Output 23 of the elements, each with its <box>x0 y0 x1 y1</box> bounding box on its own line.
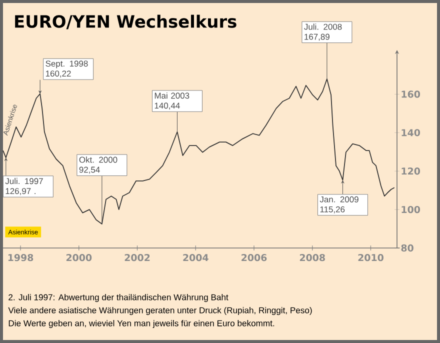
text: Viele andere asiatische Währungen geraten unter Druck (Rupiah, Ringgit, Peso) <box>8 307 312 315</box>
x-tick-label: 2006 <box>242 254 267 262</box>
annotation: Juli. 1997 126,97 . <box>5 178 43 196</box>
chart-title: EURO/YEN Wechselkurs <box>15 14 236 30</box>
annotation: Sept. 1998 160,22 <box>46 60 88 78</box>
x-tick-label: 1998 <box>8 254 34 262</box>
annotation: Juli. 2008 167,89 <box>304 24 342 41</box>
y-tick-label: 140 <box>402 129 420 136</box>
x-tick-label: 2004 <box>183 254 208 262</box>
text: 2. Juli 1997: Abwertung der thailändischen Währung Baht <box>8 294 228 302</box>
annotation: Okt. 2000 92,54 <box>79 156 118 174</box>
annotation: Mai 2003 140,44 <box>154 92 190 110</box>
x-tick-label: 2002 <box>124 254 150 262</box>
x-tick-label: 2008 <box>300 254 325 262</box>
y-tick-label: 100 <box>402 206 420 214</box>
x-tick-label: 2010 <box>358 254 384 262</box>
line-series <box>2 78 395 224</box>
y-tick-label: 80 <box>401 244 414 252</box>
annotation: Jan. 2009 115,26 <box>320 196 358 214</box>
text: Die Werte geben an, wieviel Yen man jeweils für einen Euro bekommt. <box>8 320 274 328</box>
y-tick-label: 160 <box>402 90 420 98</box>
x-tick-label: 2000 <box>66 254 92 262</box>
y-tick-label: 120 <box>402 168 420 175</box>
